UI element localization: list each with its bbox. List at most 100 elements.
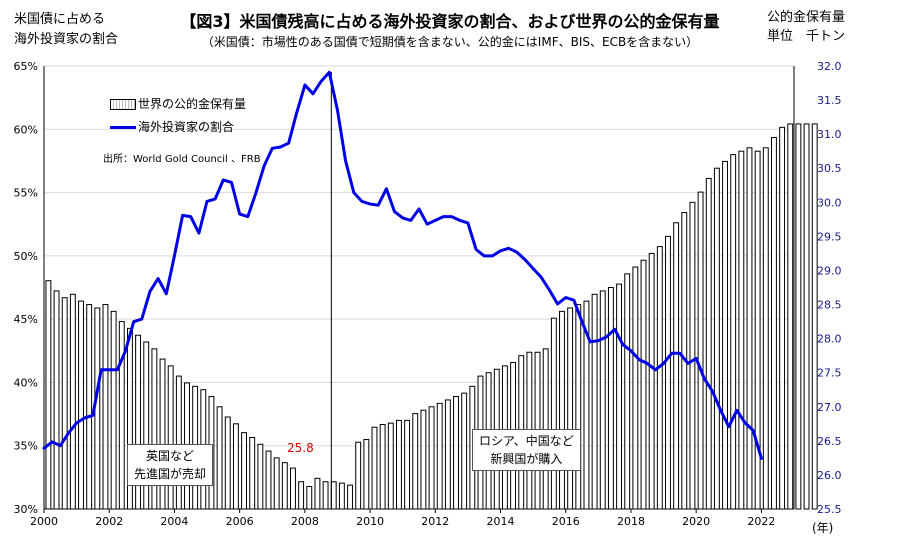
gold-bar (216, 406, 223, 510)
gold-bar (656, 246, 663, 510)
gold-bar (322, 481, 329, 510)
gold-bar (363, 438, 370, 510)
y-right-tick-label: 30.5 (817, 162, 842, 175)
gold-bar (347, 484, 353, 510)
gold-bar (86, 304, 93, 510)
gold-bar (249, 436, 256, 510)
y-left-tick-label: 40% (14, 376, 38, 389)
gold-bar (273, 457, 280, 510)
legend-bar-swatch (110, 99, 136, 110)
gold-bar (697, 191, 704, 510)
gold-bar (387, 422, 394, 510)
gold-bar (640, 259, 647, 510)
legend-line: 海外投資家の割合 (110, 118, 234, 135)
chart-subtitle: （米国債：市場性のある国債で短期債を含まない、公的金にはIMF、BIS、ECBを… (201, 35, 699, 49)
y-right-tick-label: 30.0 (817, 196, 842, 209)
left-axis-title-line1: 米国債に占める (14, 12, 106, 27)
gold-bar (705, 177, 712, 510)
x-tick-label: 2022 (747, 515, 775, 528)
gold-bar (412, 413, 419, 510)
legend-bar: 世界の公的金保有量 (110, 95, 246, 112)
x-tick-label: 2012 (421, 515, 449, 528)
gold-bar (575, 304, 582, 510)
y-right-tick-label: 25.5 (817, 503, 842, 516)
gold-bar (298, 481, 305, 510)
gold-bar (607, 287, 614, 510)
gold-bar (371, 426, 378, 510)
y-right-tick-label: 31.0 (817, 128, 842, 141)
peak-value-label: 25.8 (287, 441, 314, 455)
gold-bar (110, 310, 117, 510)
y-right-tick-label: 28.0 (817, 333, 842, 346)
gold-bar (722, 160, 728, 510)
gold-bar (453, 396, 459, 510)
annotation-emerging-buying: ロシア、中国など 新興国が購入 (472, 429, 581, 471)
annotation-right-line2: 新興国が購入 (490, 452, 563, 466)
gold-bar (224, 416, 231, 510)
y-right-tick-label: 28.5 (817, 299, 842, 312)
gold-bar (167, 365, 174, 510)
right-axis-title-line2: 単位 千トン (767, 29, 846, 44)
y-right-tick-label: 29.5 (817, 230, 842, 243)
left-axis-title: 米国債に占める 海外投資家の割合 (14, 10, 118, 50)
gold-bar (811, 123, 818, 510)
x-tick-label: 2014 (487, 515, 515, 528)
x-tick-label: 2020 (682, 515, 710, 528)
y-left-tick-label: 35% (14, 440, 38, 453)
gold-bar (648, 252, 655, 510)
gold-bar (746, 147, 753, 510)
gold-bar (689, 201, 696, 510)
x-tick-label: 2008 (291, 515, 319, 528)
x-tick-label: 2016 (552, 515, 580, 528)
gold-bar (795, 123, 802, 510)
gold-bar (61, 297, 68, 510)
gold-bar (241, 432, 247, 510)
x-tick-label: 2004 (160, 515, 188, 528)
gold-bar (306, 486, 313, 510)
gold-bar (159, 358, 166, 510)
gold-bar (175, 375, 182, 510)
gold-bar (771, 137, 777, 510)
gold-bar (265, 450, 272, 510)
right-axis-title-line1: 公的金保有量 (767, 10, 846, 25)
gold-bar (396, 419, 402, 510)
y-right-tick-label: 26.5 (817, 435, 842, 448)
gold-bar (232, 423, 239, 510)
gold-bar (290, 467, 296, 510)
gold-bar (118, 321, 125, 510)
gold-bar (779, 126, 786, 510)
gold-bar (567, 307, 574, 510)
gold-bar (673, 222, 680, 510)
gold-bar (78, 300, 84, 510)
gold-bar (591, 293, 598, 510)
x-tick-label: 2000 (30, 515, 58, 528)
annotation-advanced-selling: 英国など 先進国が売却 (127, 444, 214, 486)
legend-line-label: 海外投資家の割合 (138, 120, 235, 134)
gold-bar (550, 317, 557, 510)
y-left-tick-label: 30% (14, 503, 38, 516)
gold-bar (665, 235, 671, 510)
share-line (42, 70, 763, 460)
y-left-tick-label: 65% (14, 60, 38, 73)
x-tick-label: 2002 (95, 515, 123, 528)
y-right-tick-label: 29.0 (817, 264, 842, 277)
legend-bar-label: 世界の公的金保有量 (138, 97, 247, 111)
gold-bar (314, 477, 321, 510)
gold-bar (461, 392, 468, 510)
source-note: 出所：World Gold Council 、FRB (103, 154, 261, 165)
gold-bar (762, 147, 769, 510)
gold-bar (624, 273, 631, 510)
right-axis-title: 公的金保有量 単位 千トン (767, 8, 845, 46)
gold-bar (428, 406, 435, 510)
gold-bar (436, 402, 443, 510)
left-axis-title-line2: 海外投資家の割合 (14, 32, 119, 47)
annotation-left-line1: 英国など (146, 449, 195, 463)
gold-bar (599, 290, 606, 510)
gold-bar (803, 123, 810, 510)
x-tick-label: 2006 (226, 515, 254, 528)
y-left-tick-label: 60% (14, 123, 38, 136)
legend-line-swatch (110, 126, 136, 129)
gold-bar (338, 482, 345, 510)
gold-bar (730, 154, 737, 510)
gold-bar (616, 283, 623, 510)
